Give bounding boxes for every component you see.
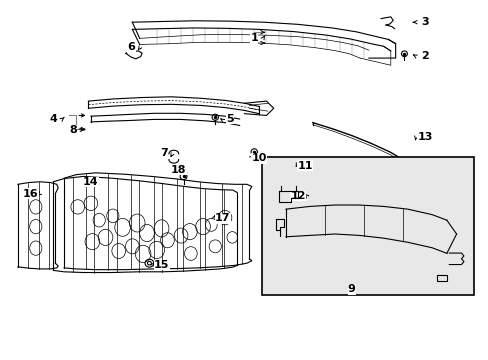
- Bar: [261, 157, 473, 295]
- Text: 2: 2: [420, 51, 428, 61]
- Text: 3: 3: [420, 17, 428, 27]
- Text: 6: 6: [127, 42, 135, 52]
- Text: 1: 1: [250, 33, 258, 43]
- Text: 16: 16: [23, 189, 39, 199]
- Text: 4: 4: [49, 114, 57, 124]
- Text: 15: 15: [154, 260, 169, 270]
- Text: 10: 10: [251, 153, 266, 163]
- Text: 14: 14: [83, 177, 99, 187]
- Text: 18: 18: [171, 165, 186, 175]
- Bar: [436, 275, 446, 281]
- Text: 12: 12: [290, 191, 305, 201]
- Text: 5: 5: [225, 114, 233, 124]
- Text: 17: 17: [214, 213, 230, 223]
- Text: 9: 9: [347, 284, 355, 294]
- Text: 8: 8: [69, 125, 77, 135]
- Text: 13: 13: [416, 132, 432, 142]
- Text: 7: 7: [160, 148, 167, 158]
- Text: 11: 11: [297, 161, 312, 171]
